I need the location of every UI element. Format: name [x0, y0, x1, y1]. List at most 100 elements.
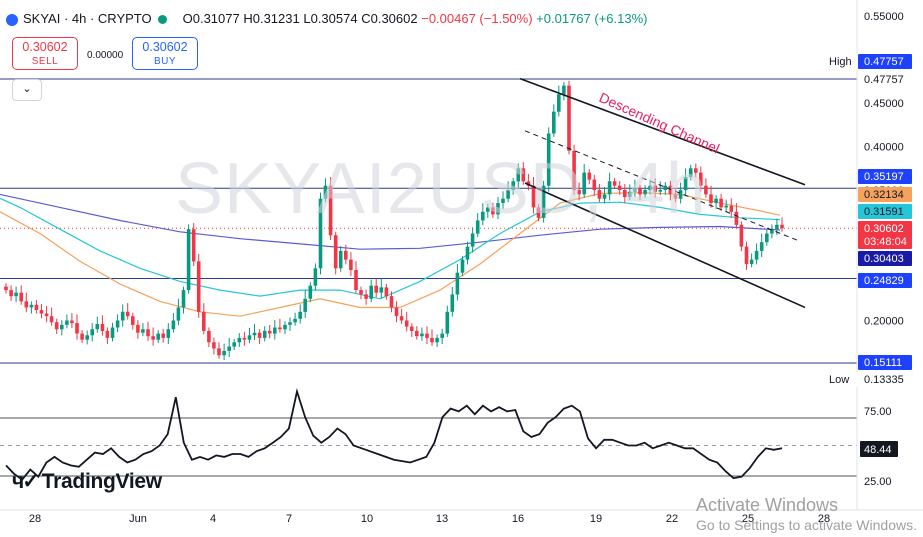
price-tag-text: 0.30602: [864, 223, 904, 235]
candle-body: [699, 172, 703, 186]
candle-body: [460, 259, 465, 273]
candle-body: [415, 330, 419, 337]
candle-body: [445, 311, 450, 334]
activation-subtitle: Go to Settings to activate Windows.: [696, 517, 917, 533]
tradingview-logo[interactable]: ч✓ TradingView: [12, 469, 162, 494]
candle-body: [105, 330, 110, 338]
candle-body: [496, 203, 500, 215]
candle-body: [333, 235, 338, 269]
candle-body: [628, 191, 632, 197]
change-value: −0.00467 (−1.50%): [421, 11, 533, 26]
buy-label: BUY: [153, 56, 177, 67]
price-tick-label: 0.30000: [864, 229, 904, 241]
candle-body: [394, 307, 399, 317]
price-tag-text: 0.32134: [864, 189, 904, 201]
price-tick-label: 0.45000: [864, 98, 904, 110]
candle-body: [24, 301, 29, 308]
candle-body: [323, 185, 328, 199]
collapse-legend-button[interactable]: ⌄: [12, 79, 42, 101]
low-value: L0.30574: [303, 11, 358, 26]
price-tag: 0.24829: [858, 273, 912, 288]
candle-body: [252, 332, 257, 336]
candle-body: [262, 330, 267, 338]
channel-annotation: Descending Channel: [597, 89, 722, 156]
candle-body: [602, 194, 607, 199]
candle-body: [420, 333, 424, 337]
candle-body: [754, 250, 759, 260]
price-tag: 0.32134: [858, 187, 912, 202]
candle-body: [288, 322, 292, 325]
candle-body: [171, 320, 176, 330]
candle-body: [775, 224, 779, 230]
candle-body: [298, 311, 302, 319]
price-chart[interactable]: Descending Channel: [0, 0, 857, 510]
candle-body: [688, 168, 693, 177]
candle-body: [115, 320, 120, 328]
candle-body: [638, 188, 642, 195]
candle-body: [425, 333, 429, 338]
candle-body: [100, 324, 105, 331]
candle-body: [506, 190, 510, 199]
time-tick-label: 16: [512, 513, 524, 525]
candle-body: [486, 207, 490, 212]
sell-price: 0.30602: [22, 40, 68, 54]
ema-fast-line: [0, 197, 781, 300]
time-tick-label: 10: [361, 513, 373, 525]
price-tag-prefix-value: 0.47757: [864, 74, 904, 86]
buy-button[interactable]: 0.30602 BUY: [132, 37, 198, 70]
oscillator-tick-label: 75.00: [864, 406, 892, 418]
candle-body: [9, 290, 13, 297]
candle-body: [455, 272, 460, 295]
candle-body: [572, 150, 576, 191]
candle-body: [166, 329, 171, 338]
indicator-value: +0.01767 (+6.13%): [536, 11, 648, 26]
candle-body: [511, 181, 515, 190]
candle-body: [567, 85, 571, 151]
legend-header: SKYAI · 4h · CRYPTO O0.31077 H0.31231 L0.…: [6, 11, 647, 26]
price-tag: 0.30403: [858, 251, 912, 266]
oscillator-tag-box: [860, 441, 898, 457]
candle-body: [369, 285, 373, 299]
candle-body: [607, 181, 612, 195]
candle-body: [683, 177, 688, 191]
candle-body: [709, 194, 713, 204]
candle-body: [227, 346, 231, 351]
candle-body: [780, 224, 784, 229]
candle-body: [176, 307, 181, 321]
candle-body: [151, 336, 155, 340]
candle-body: [536, 207, 541, 218]
candle-body: [85, 335, 89, 340]
candle-body: [293, 318, 297, 323]
activation-title: Activate Windows: [696, 495, 839, 515]
candle-body: [75, 323, 79, 334]
candle-body: [318, 198, 323, 269]
symbol-title[interactable]: SKYAI · 4h · CRYPTO: [23, 11, 152, 26]
candle-body: [222, 350, 226, 356]
price-tag-box: [858, 54, 912, 69]
price-tag-box: [858, 187, 912, 202]
candle-body: [734, 211, 739, 225]
candle-body: [95, 324, 100, 330]
price-tag: 0.31591: [858, 204, 912, 219]
candle-body: [344, 250, 348, 260]
candle-body: [470, 233, 475, 247]
oscillator-current-tag: 48.44: [860, 441, 898, 457]
candle-body: [648, 185, 652, 190]
candle-body: [653, 185, 657, 192]
candle-body: [34, 304, 39, 310]
time-tick-label: 28: [29, 513, 41, 525]
candle-body: [212, 342, 216, 349]
candle-body: [633, 188, 637, 192]
candle-body: [232, 342, 236, 347]
candle-body: [283, 324, 287, 330]
sell-label: SELL: [31, 56, 59, 67]
candle-body: [161, 333, 165, 338]
candle-body: [643, 190, 647, 195]
candle-body: [694, 168, 698, 173]
candle-body: [623, 190, 627, 197]
candle-body: [577, 190, 581, 195]
price-tag-box: [858, 169, 912, 184]
candle-body: [658, 190, 663, 192]
sell-button[interactable]: 0.30602 SELL: [12, 37, 78, 70]
